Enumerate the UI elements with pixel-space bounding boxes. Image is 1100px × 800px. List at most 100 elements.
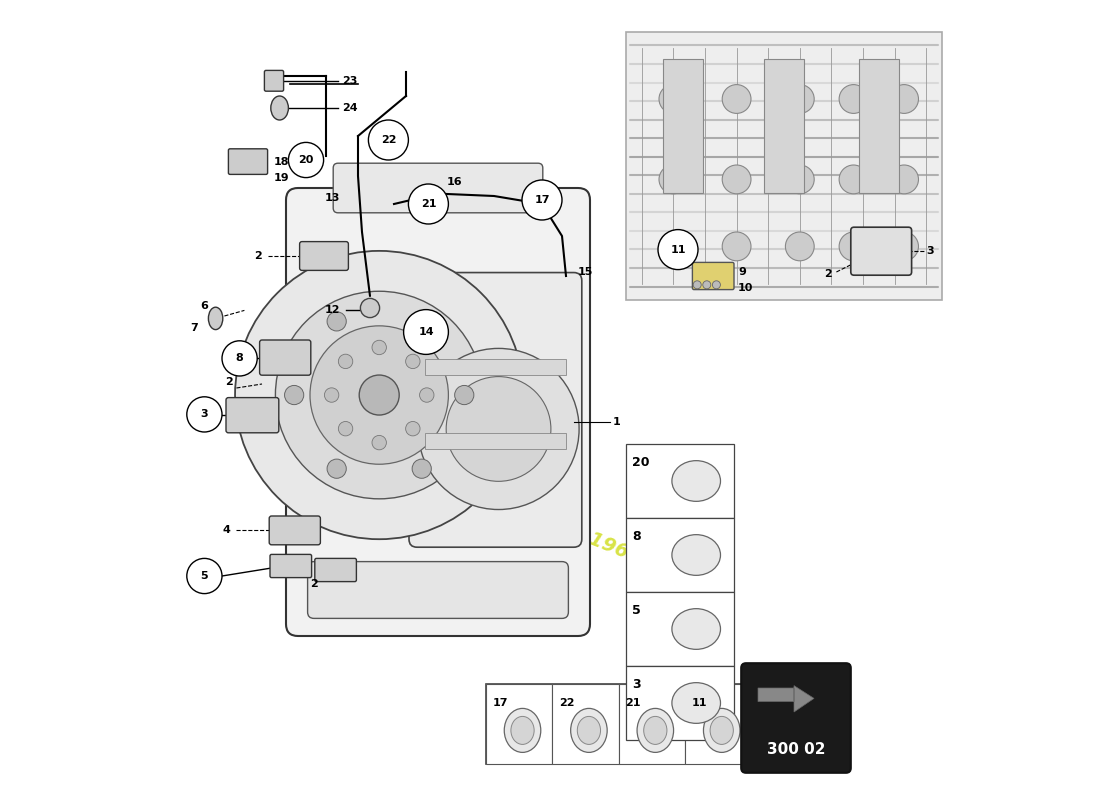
Text: 5: 5 (632, 604, 641, 617)
Bar (859, 58, 899, 193)
Ellipse shape (271, 96, 288, 120)
Text: 8: 8 (235, 354, 243, 363)
Circle shape (418, 349, 579, 510)
Circle shape (454, 386, 474, 405)
Circle shape (339, 422, 353, 436)
Circle shape (187, 558, 222, 594)
Text: 12: 12 (324, 306, 340, 315)
Circle shape (406, 354, 420, 369)
Circle shape (406, 422, 420, 436)
Text: 20: 20 (632, 456, 650, 469)
Circle shape (659, 165, 688, 194)
Polygon shape (758, 686, 814, 712)
Ellipse shape (672, 682, 721, 723)
Circle shape (187, 397, 222, 432)
Circle shape (785, 232, 814, 261)
Text: 24: 24 (342, 103, 358, 113)
Text: 6: 6 (200, 302, 208, 311)
FancyBboxPatch shape (229, 149, 267, 174)
Bar (626, 32, 942, 300)
Circle shape (235, 251, 524, 539)
FancyBboxPatch shape (409, 273, 582, 547)
Text: 21: 21 (625, 698, 640, 709)
Ellipse shape (644, 717, 667, 744)
Bar (486, 684, 552, 764)
Circle shape (723, 232, 751, 261)
Circle shape (839, 85, 868, 114)
Circle shape (419, 388, 435, 402)
Circle shape (658, 230, 698, 270)
Circle shape (723, 85, 751, 114)
FancyBboxPatch shape (315, 558, 356, 582)
FancyBboxPatch shape (264, 70, 284, 91)
FancyBboxPatch shape (692, 262, 734, 290)
FancyBboxPatch shape (299, 242, 349, 270)
Circle shape (327, 459, 346, 478)
Text: 2: 2 (310, 579, 318, 589)
Ellipse shape (672, 534, 721, 575)
Circle shape (659, 85, 688, 114)
Text: a passion for parts since 1965: a passion for parts since 1965 (329, 425, 644, 567)
FancyBboxPatch shape (308, 562, 569, 618)
Text: 17: 17 (535, 195, 550, 205)
Text: 22: 22 (381, 135, 396, 145)
Circle shape (372, 340, 386, 354)
FancyBboxPatch shape (270, 516, 320, 545)
FancyBboxPatch shape (741, 663, 850, 773)
Text: 3: 3 (926, 246, 934, 256)
Text: 21: 21 (420, 199, 436, 209)
Circle shape (659, 232, 688, 261)
Text: 10: 10 (738, 283, 754, 293)
Text: 22: 22 (559, 698, 574, 709)
Circle shape (288, 142, 323, 178)
Circle shape (285, 386, 304, 405)
Text: 300 02: 300 02 (767, 742, 825, 758)
Text: 1: 1 (613, 418, 620, 427)
Text: 17: 17 (493, 698, 508, 709)
Bar (425, 359, 565, 375)
Text: 9: 9 (738, 267, 746, 277)
Circle shape (839, 232, 868, 261)
Text: 2: 2 (824, 269, 832, 278)
Text: GK: GK (300, 342, 543, 490)
FancyBboxPatch shape (286, 188, 590, 636)
Text: 20: 20 (298, 155, 314, 165)
Circle shape (839, 165, 868, 194)
Circle shape (327, 312, 346, 331)
Circle shape (372, 435, 386, 450)
Ellipse shape (637, 709, 673, 752)
Ellipse shape (208, 307, 223, 330)
Ellipse shape (578, 717, 601, 744)
Circle shape (412, 459, 431, 478)
Bar (751, 684, 818, 764)
Ellipse shape (711, 717, 734, 744)
Text: 4: 4 (222, 526, 230, 535)
Circle shape (522, 180, 562, 220)
Text: 5: 5 (200, 571, 208, 581)
Ellipse shape (770, 709, 806, 752)
Text: 3: 3 (632, 678, 641, 691)
Circle shape (404, 310, 449, 354)
Circle shape (723, 165, 751, 194)
Bar (663, 58, 703, 193)
Bar (552, 684, 619, 764)
Bar (764, 58, 804, 193)
Bar (486, 684, 818, 764)
Bar (619, 684, 685, 764)
Text: 3: 3 (200, 410, 208, 419)
Ellipse shape (510, 717, 535, 744)
Bar (425, 434, 565, 450)
Circle shape (408, 184, 449, 224)
FancyBboxPatch shape (226, 398, 278, 433)
Circle shape (890, 85, 918, 114)
Circle shape (361, 298, 379, 318)
Circle shape (360, 375, 399, 415)
Text: 15: 15 (578, 267, 593, 277)
Circle shape (693, 281, 701, 289)
Circle shape (447, 377, 551, 482)
FancyBboxPatch shape (270, 554, 311, 578)
Circle shape (785, 165, 814, 194)
Circle shape (890, 165, 918, 194)
Text: 11: 11 (670, 245, 685, 254)
Circle shape (339, 354, 353, 369)
